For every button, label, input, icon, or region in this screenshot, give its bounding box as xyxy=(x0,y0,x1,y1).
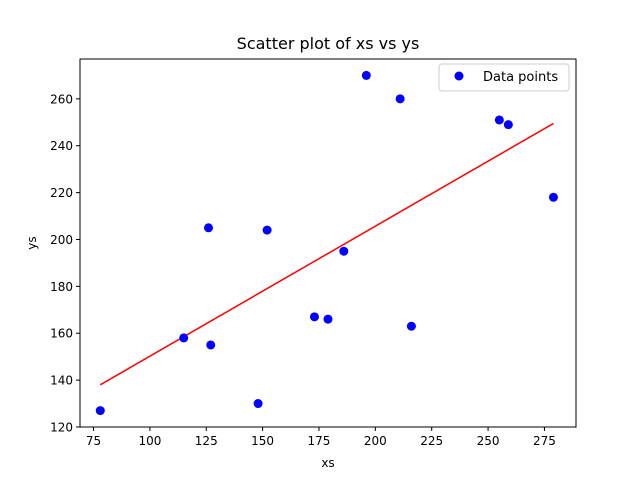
x-axis-label: xs xyxy=(321,456,334,470)
data-point xyxy=(206,340,215,349)
y-tick-label: 180 xyxy=(50,280,73,294)
data-point xyxy=(254,399,263,408)
y-tick-label: 200 xyxy=(50,233,73,247)
x-tick-label: 125 xyxy=(195,434,218,448)
x-tick-label: 75 xyxy=(86,434,101,448)
y-tick-label: 160 xyxy=(50,327,73,341)
legend-label: Data points xyxy=(483,70,558,85)
x-tick-label: 100 xyxy=(138,434,161,448)
x-tick-label: 150 xyxy=(251,434,274,448)
data-point xyxy=(324,315,333,324)
x-tick-label: 275 xyxy=(533,434,556,448)
data-point xyxy=(362,71,371,80)
x-tick-label: 250 xyxy=(477,434,500,448)
data-point xyxy=(504,120,513,129)
y-tick-label: 240 xyxy=(50,139,73,153)
chart-title: Scatter plot of xs vs ys xyxy=(237,34,420,53)
y-axis-label: ys xyxy=(25,236,39,249)
x-tick-label: 225 xyxy=(420,434,443,448)
y-tick-label: 260 xyxy=(50,92,73,106)
legend: Data points xyxy=(439,64,569,91)
data-point xyxy=(179,333,188,342)
data-point xyxy=(96,406,105,415)
data-point xyxy=(407,322,416,331)
x-tick-label: 175 xyxy=(308,434,331,448)
y-tick-label: 140 xyxy=(50,374,73,388)
y-tick-label: 220 xyxy=(50,186,73,200)
data-point xyxy=(549,193,558,202)
legend-marker xyxy=(455,72,464,81)
data-point xyxy=(310,312,319,321)
data-point xyxy=(263,226,272,235)
data-point xyxy=(396,94,405,103)
x-tick-label: 200 xyxy=(364,434,387,448)
data-point xyxy=(204,223,213,232)
y-tick-label: 120 xyxy=(50,421,73,435)
data-point xyxy=(339,247,348,256)
data-point xyxy=(495,115,504,124)
